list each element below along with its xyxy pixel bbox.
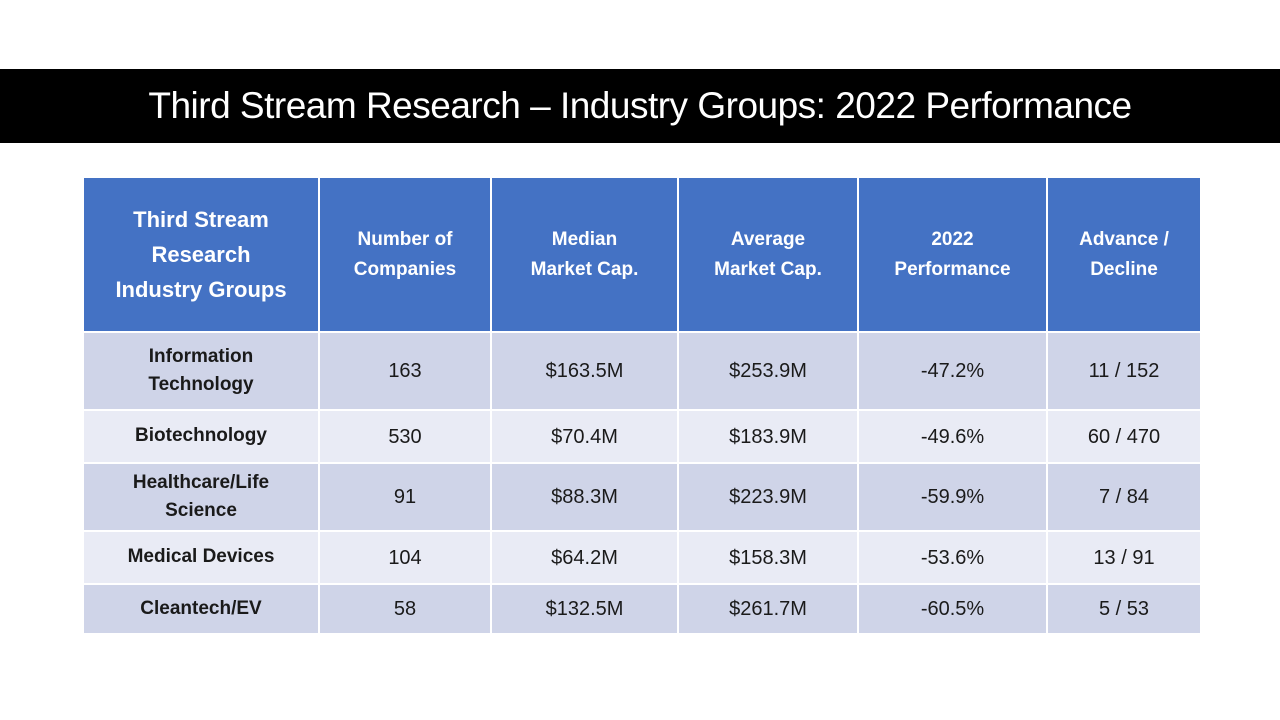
title-bar: Third Stream Research – Industry Groups:… bbox=[0, 69, 1280, 143]
cell-number-of-companies: 104 bbox=[318, 530, 492, 585]
col-header-2022-performance: 2022 Performance bbox=[857, 176, 1048, 333]
cell-2022-performance: -59.9% bbox=[857, 462, 1048, 532]
cell-industry-group: Medical Devices bbox=[82, 530, 320, 585]
industry-groups-table: Third Stream Research Industry Groups Nu… bbox=[82, 176, 1202, 635]
cell-number-of-companies: 530 bbox=[318, 409, 492, 464]
cell-advance-decline: 60 / 470 bbox=[1046, 409, 1202, 464]
cell-number-of-companies: 58 bbox=[318, 583, 492, 635]
cell-2022-performance: -49.6% bbox=[857, 409, 1048, 464]
cell-average-market-cap: $253.9M bbox=[677, 331, 859, 411]
cell-2022-performance: -47.2% bbox=[857, 331, 1048, 411]
table-row: Information Technology 163 $163.5M $253.… bbox=[82, 331, 1202, 411]
cell-average-market-cap: $158.3M bbox=[677, 530, 859, 585]
cell-median-market-cap: $88.3M bbox=[490, 462, 679, 532]
col-header-industry-groups: Third Stream Research Industry Groups bbox=[82, 176, 320, 333]
cell-2022-performance: -53.6% bbox=[857, 530, 1048, 585]
table-header-row: Third Stream Research Industry Groups Nu… bbox=[82, 176, 1202, 333]
cell-2022-performance: -60.5% bbox=[857, 583, 1048, 635]
table-row: Healthcare/Life Science 91 $88.3M $223.9… bbox=[82, 462, 1202, 532]
slide-title: Third Stream Research – Industry Groups:… bbox=[148, 85, 1132, 126]
cell-median-market-cap: $70.4M bbox=[490, 409, 679, 464]
cell-industry-group: Healthcare/Life Science bbox=[82, 462, 320, 532]
cell-industry-group: Cleantech/EV bbox=[82, 583, 320, 635]
cell-median-market-cap: $64.2M bbox=[490, 530, 679, 585]
cell-median-market-cap: $163.5M bbox=[490, 331, 679, 411]
cell-number-of-companies: 163 bbox=[318, 331, 492, 411]
cell-average-market-cap: $183.9M bbox=[677, 409, 859, 464]
cell-average-market-cap: $261.7M bbox=[677, 583, 859, 635]
cell-advance-decline: 7 / 84 bbox=[1046, 462, 1202, 532]
col-header-average-market-cap: Average Market Cap. bbox=[677, 176, 859, 333]
cell-average-market-cap: $223.9M bbox=[677, 462, 859, 532]
cell-advance-decline: 5 / 53 bbox=[1046, 583, 1202, 635]
cell-advance-decline: 11 / 152 bbox=[1046, 331, 1202, 411]
col-header-median-market-cap: Median Market Cap. bbox=[490, 176, 679, 333]
col-header-number-of-companies: Number of Companies bbox=[318, 176, 492, 333]
cell-industry-group: Information Technology bbox=[82, 331, 320, 411]
cell-industry-group: Biotechnology bbox=[82, 409, 320, 464]
cell-median-market-cap: $132.5M bbox=[490, 583, 679, 635]
cell-advance-decline: 13 / 91 bbox=[1046, 530, 1202, 585]
table-row: Cleantech/EV 58 $132.5M $261.7M -60.5% 5… bbox=[82, 583, 1202, 635]
col-header-advance-decline: Advance / Decline bbox=[1046, 176, 1202, 333]
table-row: Biotechnology 530 $70.4M $183.9M -49.6% … bbox=[82, 409, 1202, 464]
table-row: Medical Devices 104 $64.2M $158.3M -53.6… bbox=[82, 530, 1202, 585]
cell-number-of-companies: 91 bbox=[318, 462, 492, 532]
